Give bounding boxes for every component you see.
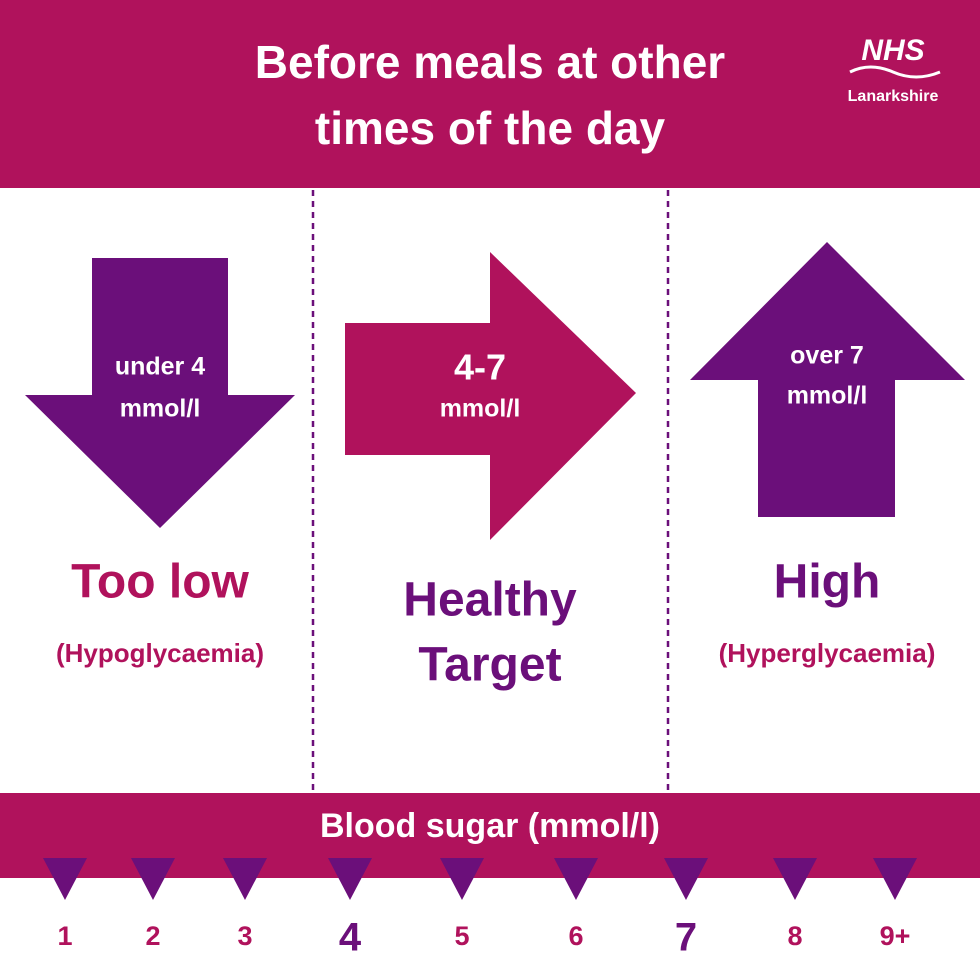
- scale-title: Blood sugar (mmol/l): [320, 807, 660, 845]
- scale-marker: [223, 858, 267, 900]
- scale-marker: [664, 858, 708, 900]
- range-label: Too low: [71, 556, 249, 609]
- arrow-text: under 4: [115, 353, 205, 381]
- scale-tick-label: 4: [339, 916, 362, 960]
- scale-tick-label: 5: [454, 921, 469, 951]
- range-sublabel: (Hypoglycaemia): [56, 638, 264, 668]
- header-banner: [0, 0, 980, 188]
- down-arrow: [25, 258, 295, 528]
- title-line: Before meals at other: [255, 36, 725, 88]
- scale-tick-label: 8: [787, 921, 802, 951]
- arrow-text: 4-7: [454, 347, 506, 388]
- logo-name: NHS: [861, 34, 924, 67]
- scale-tick-label: 3: [237, 921, 252, 951]
- logo-wave: [849, 65, 941, 79]
- scale-marker: [43, 858, 87, 900]
- scale-marker: [328, 858, 372, 900]
- range-label: High: [774, 556, 881, 609]
- logo-region: Lanarkshire: [848, 88, 939, 105]
- range-label: Target: [418, 639, 561, 692]
- scale-tick-label: 2: [145, 921, 160, 951]
- range-sublabel: (Hyperglycaemia): [719, 638, 936, 668]
- arrow-text: over 7: [790, 342, 864, 370]
- scale-tick-label: 1: [57, 921, 72, 951]
- title-line: times of the day: [315, 102, 666, 154]
- scale-ticks: 1 2 3 4 5 6 7 8 9+: [43, 858, 917, 960]
- scale-marker: [554, 858, 598, 900]
- range-label: Healthy: [403, 574, 577, 627]
- scale-marker: [440, 858, 484, 900]
- scale-tick-label: 7: [675, 916, 697, 960]
- right-arrow: [345, 252, 636, 540]
- scale-marker: [873, 858, 917, 900]
- arrow-text: mmol/l: [440, 395, 521, 423]
- scale-marker: [131, 858, 175, 900]
- arrow-text: mmol/l: [120, 395, 201, 423]
- scale-tick-label: 9+: [880, 921, 911, 951]
- scale-tick-label: 6: [568, 921, 583, 951]
- up-arrow: [690, 242, 965, 517]
- arrow-text: mmol/l: [787, 382, 868, 410]
- scale-marker: [773, 858, 817, 900]
